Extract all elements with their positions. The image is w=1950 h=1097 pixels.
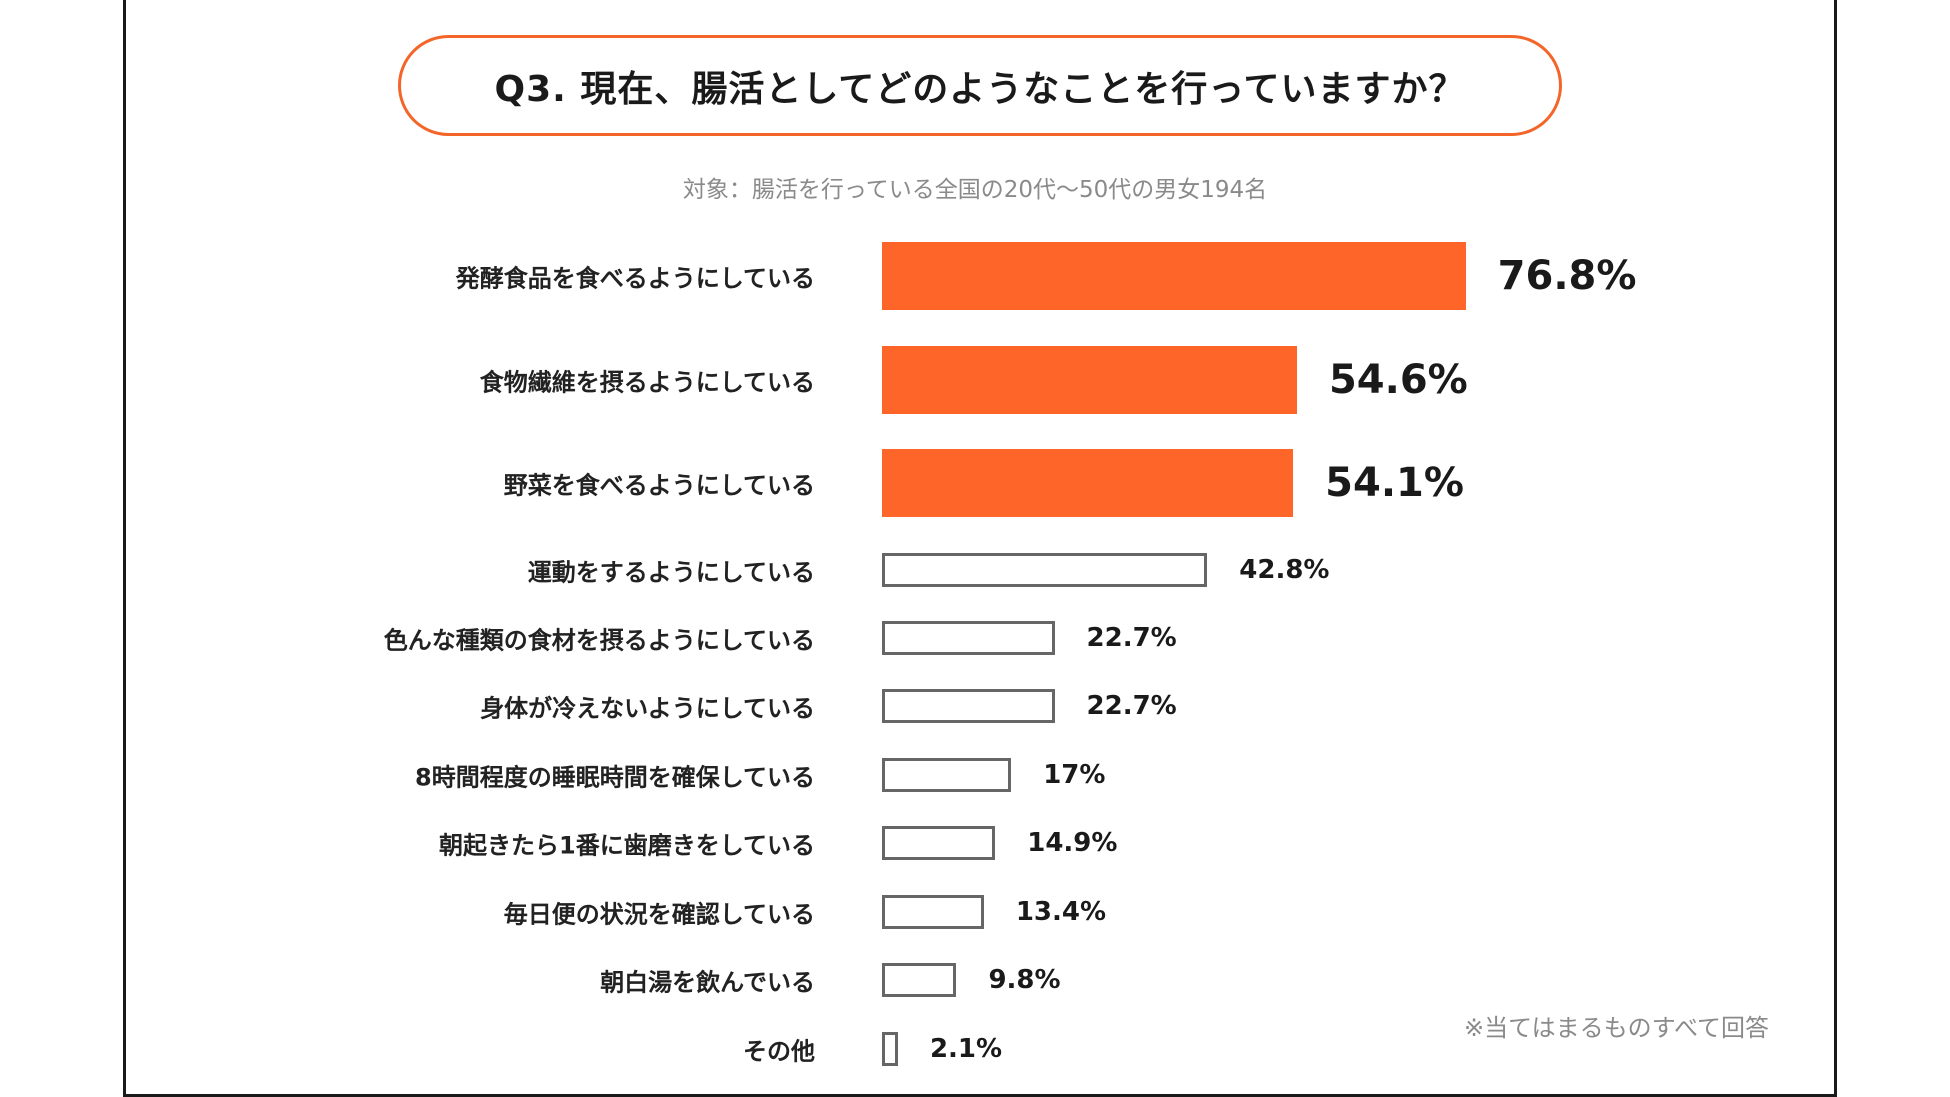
chart-footnote: ※当てはまるものすべて回答 (1464, 1014, 1769, 1042)
category-label: 発酵食品を食べるようにしている (455, 264, 815, 293)
value-label: 13.4% (1015, 897, 1107, 927)
category-label: 毎日便の状況を確認している (503, 900, 815, 929)
category-label: 朝白湯を飲んでいる (600, 968, 815, 997)
value-label: 14.9% (1027, 828, 1118, 858)
value-label: 54.6% (1328, 357, 1468, 403)
category-label: 運動をするようにしている (527, 558, 815, 587)
bar (882, 553, 1208, 587)
category-label: 朝起きたら1番に歯磨きをしている (439, 831, 815, 860)
chart-frame (123, 0, 1837, 1097)
value-label: 76.8% (1497, 253, 1637, 299)
category-label: 食物繊維を摂るようにしている (479, 368, 815, 397)
bar (882, 346, 1297, 414)
bar (882, 1032, 898, 1066)
chart-subtitle: 対象：腸活を行っている全国の20代〜50代の男女194名 (682, 177, 1268, 203)
category-label: 色んな種類の食材を摂るようにしている (383, 626, 815, 655)
value-label: 9.8% (988, 965, 1061, 995)
bar (882, 895, 984, 929)
bar (882, 758, 1012, 792)
bar (882, 621, 1055, 655)
bar (882, 449, 1294, 517)
value-label: 17% (1043, 760, 1106, 790)
value-label: 22.7% (1086, 623, 1177, 653)
value-label: 2.1% (929, 1034, 1003, 1064)
chart-title: Q3. 現在、腸活としてどのようなことを行っていますか？ (494, 68, 1466, 110)
chart-title-pill: Q3. 現在、腸活としてどのようなことを行っていますか？ (398, 35, 1562, 136)
bar (882, 242, 1466, 310)
bar (882, 826, 996, 860)
category-label: 野菜を食べるようにしている (503, 471, 815, 500)
category-label: その他 (743, 1037, 815, 1066)
value-label: 42.8% (1239, 555, 1330, 585)
value-label: 54.1% (1325, 460, 1464, 506)
bar (882, 689, 1055, 723)
category-label: 身体が冷えないようにしている (480, 694, 815, 723)
bar (882, 963, 957, 997)
category-label: 8時間程度の睡眠時間を確保している (415, 763, 815, 792)
value-label: 22.7% (1086, 691, 1177, 721)
